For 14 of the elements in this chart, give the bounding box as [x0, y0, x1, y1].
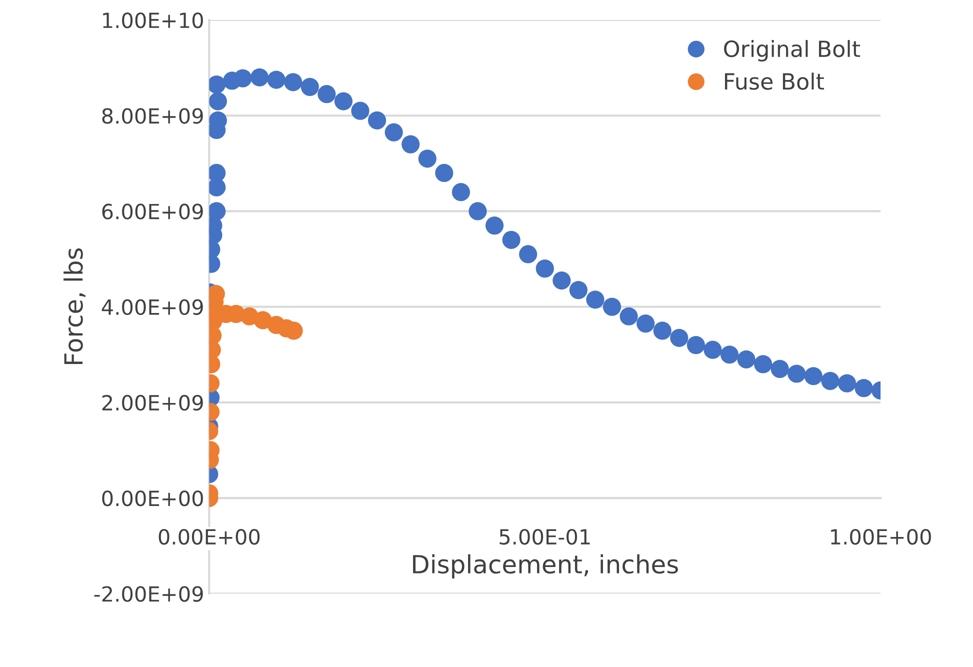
y-axis-title: Force, lbs [64, 248, 86, 364]
x-tick-label: 5.00E-01 [500, 528, 590, 545]
y-tick-label: 8.00E+09 [102, 108, 203, 124]
x-axis-title: Displacement, inches [413, 554, 678, 578]
x-tick-label: 1.00E+00 [831, 528, 931, 545]
y-tick-label: 2.00E+09 [102, 394, 203, 411]
y-tick-label: -2.00E+09 [94, 586, 203, 602]
y-tick-label: 0.00E+00 [102, 490, 203, 506]
x-tick-label: 0.00E+00 [158, 528, 260, 545]
legend-label: Original Bolt [724, 40, 860, 62]
y-tick-label: 1.00E+10 [103, 12, 203, 28]
y-tick-label: 4.00E+09 [102, 299, 203, 316]
legend-label: Fuse Bolt [724, 72, 824, 90]
y-tick-label: 6.00E+09 [102, 204, 203, 220]
